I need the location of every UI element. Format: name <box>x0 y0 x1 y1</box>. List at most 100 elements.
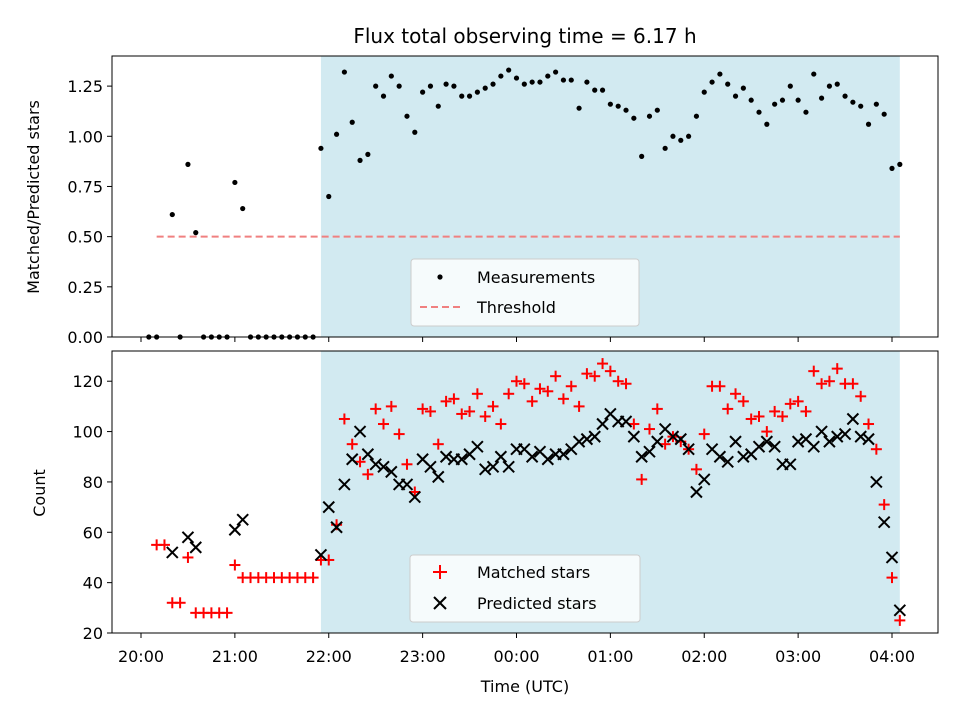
matched-star-point <box>346 438 358 450</box>
predicted-star-point <box>557 448 570 461</box>
predicted-star-point <box>807 440 820 453</box>
predicted-star-point <box>369 458 382 471</box>
measurement-point <box>748 97 754 103</box>
predicted-star-point <box>760 435 774 448</box>
matched-star-point <box>769 405 781 417</box>
measurement-point <box>576 105 582 111</box>
threshold-legend-label: Threshold <box>476 298 556 317</box>
bottom-axes-frame <box>111 350 939 634</box>
measurement-point <box>787 83 793 89</box>
matched-star-point <box>745 413 757 425</box>
matched-star-point <box>338 413 350 425</box>
matched-star-point <box>448 393 460 405</box>
matched-star-point <box>354 456 366 468</box>
measurement-point <box>842 93 848 99</box>
predicted-star-point <box>166 546 179 559</box>
measurement-point <box>740 85 746 91</box>
matched-star-point <box>542 385 554 397</box>
matched-star-point <box>385 400 397 412</box>
matched-star-point <box>894 614 906 626</box>
matched-star-point <box>158 539 170 551</box>
measurement-point <box>599 87 606 93</box>
matched-star-point <box>456 408 468 420</box>
matched-star-point <box>557 393 569 405</box>
matched-star-point <box>604 365 616 377</box>
measurement-point <box>521 81 527 87</box>
y-tick-label: 0.25 <box>67 278 103 297</box>
predicted-star-point <box>666 430 680 443</box>
measurement-point <box>560 77 567 83</box>
matched-star-point <box>792 395 804 407</box>
predicted-star-point <box>486 460 500 474</box>
bottom-panel: 20 40 60 80 100 120 20:00 21:00 22:00 23:00 00:00… <box>30 350 939 696</box>
x-tick-label: 00:00 <box>493 647 539 666</box>
matched-star-point <box>698 428 710 440</box>
measurement-point <box>858 103 864 109</box>
predicted-star-point <box>870 475 883 489</box>
chart-title: Flux total observing time = 6.17 h <box>353 24 696 48</box>
predicted-star-point <box>674 432 687 446</box>
matched-star-point <box>393 428 405 440</box>
measurement-point <box>427 83 434 89</box>
matched-star-point <box>573 400 585 412</box>
matched-star-point <box>870 443 882 455</box>
matched-legend-label: Matched stars <box>477 563 590 582</box>
matched-star-point <box>784 398 796 410</box>
matched-star-point <box>737 395 749 407</box>
measurement-point <box>420 89 426 95</box>
matched-star-point <box>722 403 734 415</box>
matched-star-point <box>565 380 577 392</box>
predicted-star-point <box>314 548 328 562</box>
measurement-point <box>240 205 246 212</box>
top-panel: 0.00 0.25 0.50 0.75 1.00 1.25 Matched/Predict… <box>24 55 939 347</box>
matched-star-point <box>730 388 742 400</box>
measurement-point <box>357 157 363 163</box>
matched-star-point <box>440 395 452 407</box>
measurement-point <box>451 83 457 89</box>
measurement-point <box>443 81 449 87</box>
x-tick-label: 21:00 <box>212 647 258 666</box>
measurements-legend-label: Measurements <box>477 268 595 287</box>
measurement-point <box>850 99 856 105</box>
x-tick-label: 01:00 <box>587 647 633 666</box>
measurement-point <box>513 75 520 81</box>
matched-star-point <box>886 572 898 584</box>
matched-star-point <box>464 405 476 417</box>
measurement-point <box>646 113 653 119</box>
measurement-point <box>639 153 645 159</box>
measurement-point <box>545 73 551 79</box>
matched-star-point <box>612 375 624 387</box>
predicted-star-point <box>432 470 445 484</box>
matched-star-point <box>643 423 655 435</box>
measurement-point <box>490 81 496 87</box>
matched-star-point <box>878 499 890 511</box>
measurements-legend-marker <box>437 274 443 280</box>
predicted-star-point <box>424 460 437 474</box>
matched-star-point <box>628 418 640 430</box>
predicted-star-point <box>619 415 633 428</box>
matched-star-point <box>378 418 390 430</box>
predicted-star-point <box>502 460 515 474</box>
predicted-star-point <box>330 521 343 534</box>
predicted-star-point <box>408 490 422 504</box>
predicted-star-point <box>346 453 359 466</box>
measurement-point <box>662 145 668 151</box>
predicted-star-point <box>784 458 797 471</box>
matched-star-point <box>503 388 515 400</box>
measurement-point <box>373 83 379 89</box>
measurement-point <box>623 107 629 113</box>
predicted-star-point <box>439 450 453 463</box>
matched-star-point <box>511 375 522 387</box>
matched-star-point <box>401 458 413 470</box>
measurement-point <box>185 161 191 167</box>
predicted-star-point <box>885 551 899 564</box>
measurement-point <box>341 69 347 75</box>
predicted-star-point <box>682 442 695 456</box>
y-tick-label: 1.00 <box>67 127 103 146</box>
top-axes-frame <box>111 55 939 338</box>
top-x-ticks <box>140 337 893 342</box>
predicted-star-point <box>721 455 734 468</box>
measurement-point <box>772 101 778 107</box>
matched-star-point <box>690 463 702 475</box>
measurement-point <box>404 113 410 119</box>
